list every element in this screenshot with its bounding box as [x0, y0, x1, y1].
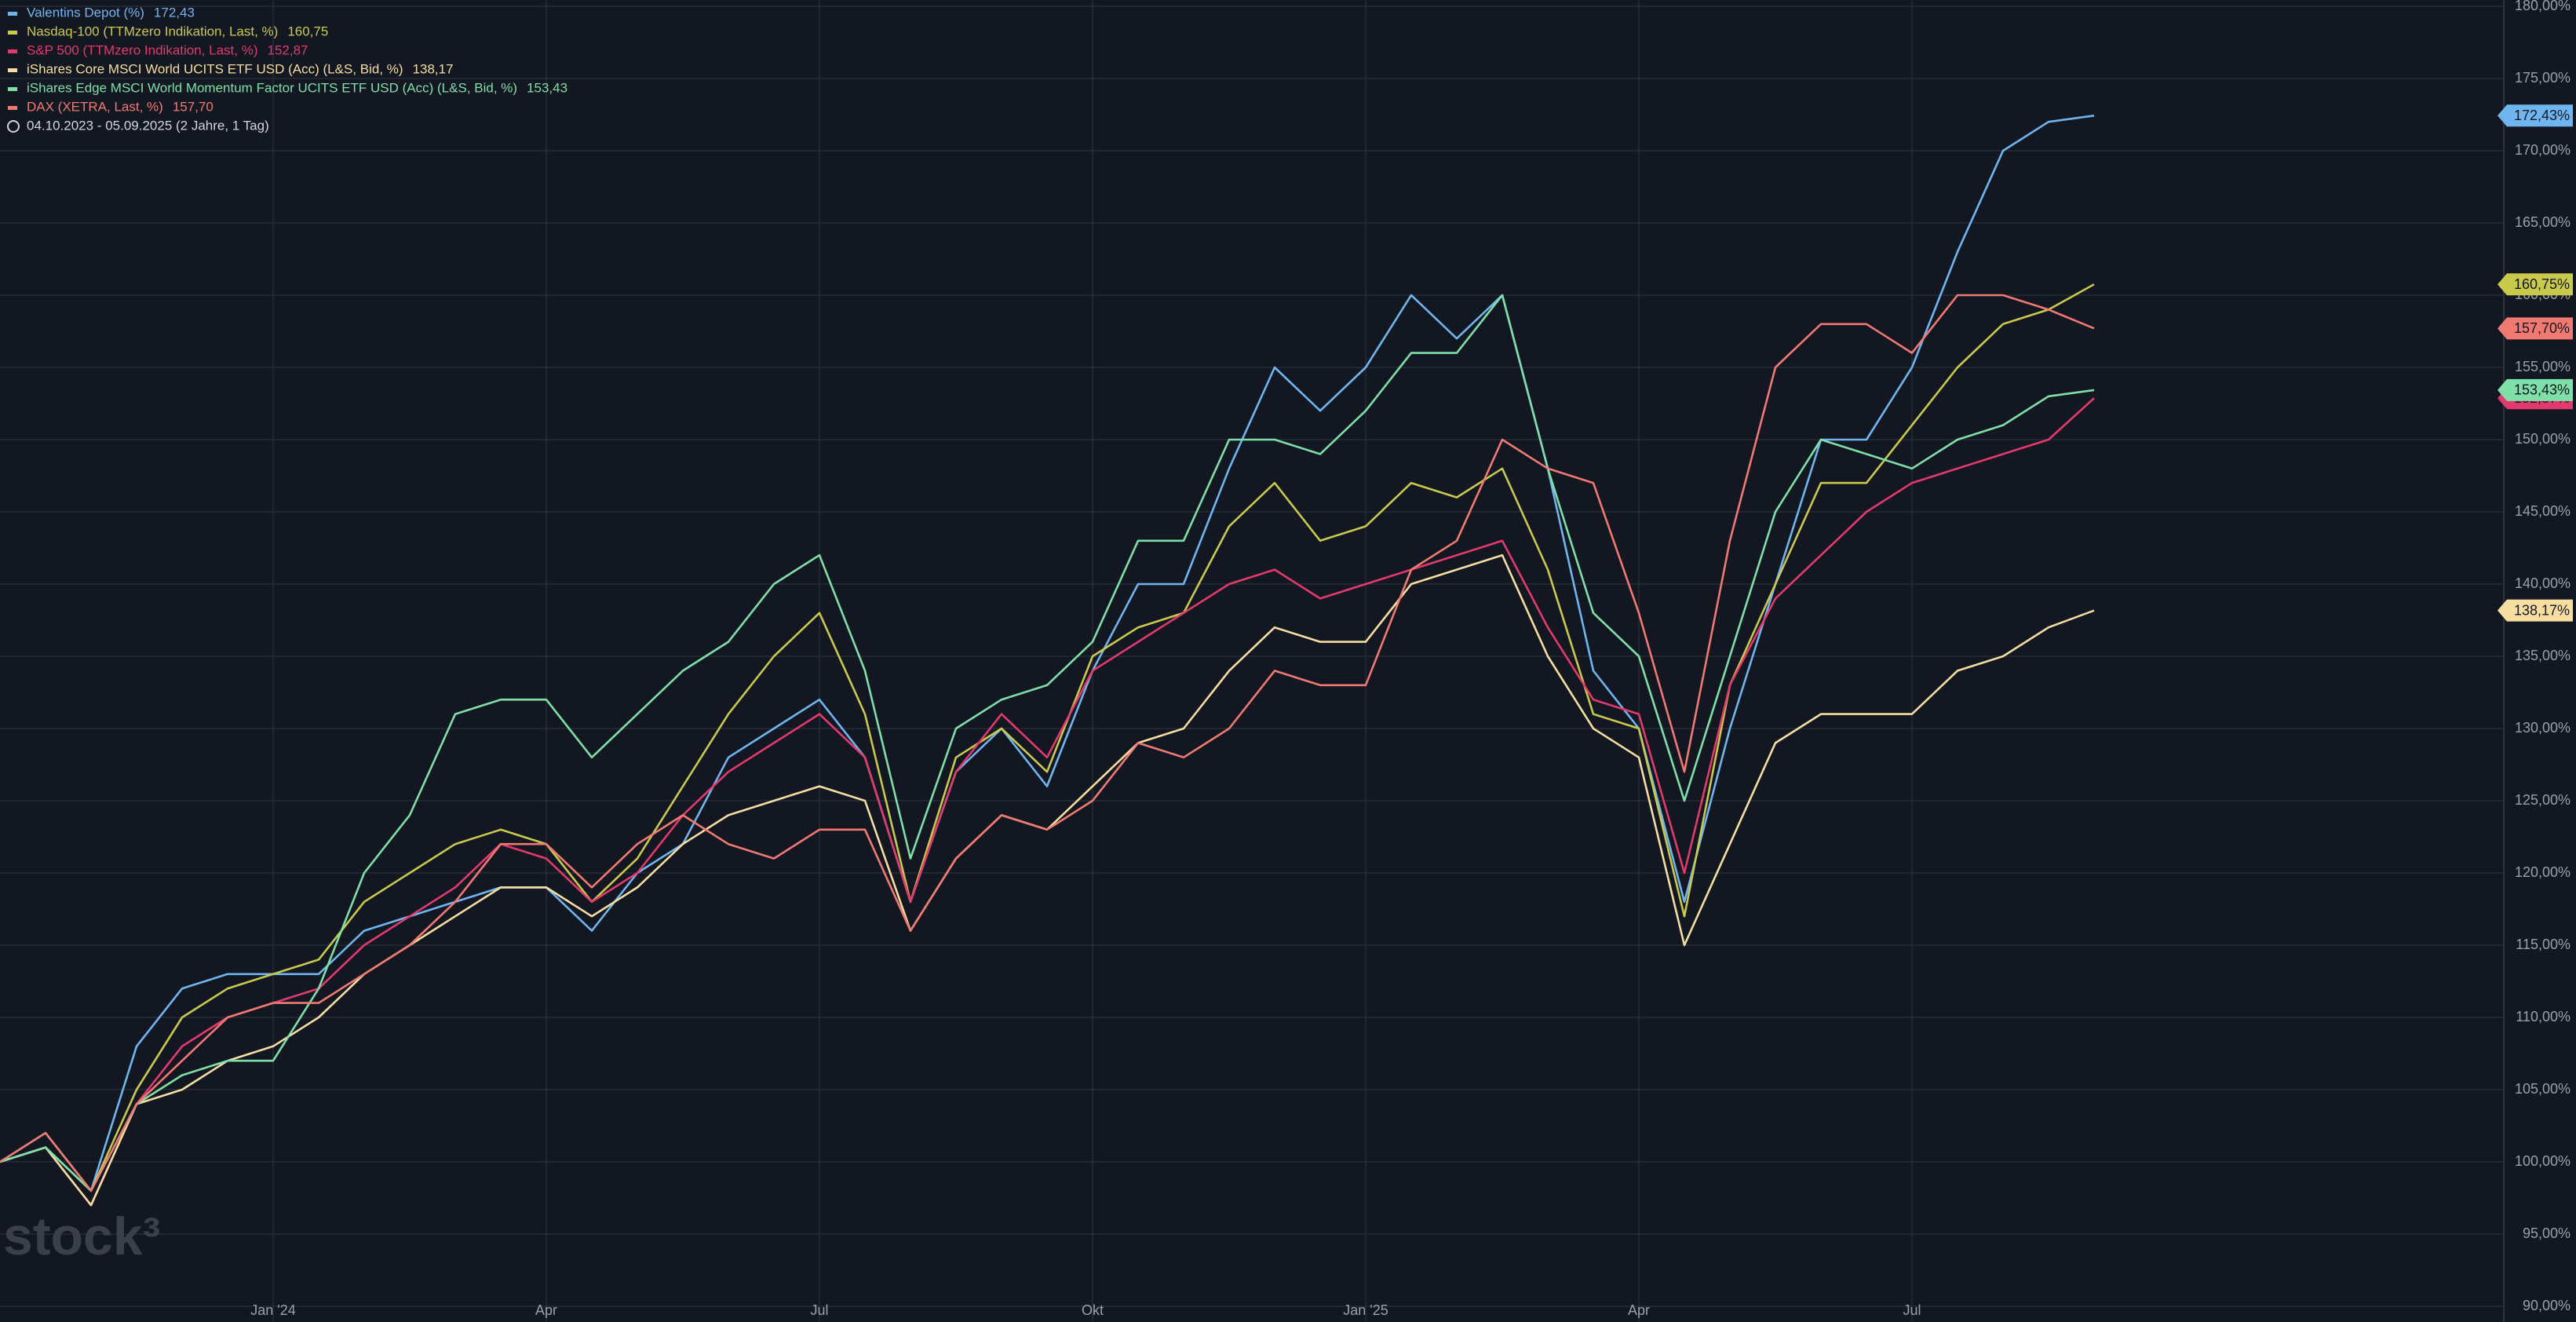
y-tick-label: 135,00%	[2515, 648, 2571, 663]
legend-value: 172,43	[154, 5, 195, 20]
x-tick-label: Okt	[1082, 1302, 1104, 1318]
legend-value: 138,17	[413, 61, 454, 76]
clock-icon	[7, 120, 20, 133]
value-tag-label: 138,17%	[2514, 602, 2570, 618]
value-tag	[2498, 273, 2573, 296]
value-tags: 172,43%160,75%152,87%138,17%153,43%157,7…	[2498, 104, 2573, 622]
value-tag	[2498, 378, 2573, 401]
value-tag-label: 157,70%	[2514, 320, 2570, 336]
x-tick-label: Jul	[810, 1302, 828, 1318]
series-line	[0, 397, 2095, 1207]
legend-label: Nasdaq-100 (TTMzero Indikation, Last, %)	[27, 24, 278, 38]
legend-label: Valentins Depot (%)	[27, 5, 144, 20]
legend-label: iShares Core MSCI World UCITS ETF USD (A…	[27, 61, 403, 76]
legend-label: iShares Edge MSCI World Momentum Factor …	[27, 80, 517, 95]
y-tick-label: 150,00%	[2515, 431, 2571, 447]
legend-value: 157,70	[173, 99, 213, 114]
y-tick-label: 105,00%	[2515, 1081, 2571, 1097]
y-tick-label: 180,00%	[2515, 0, 2571, 13]
value-tag-label: 153,43%	[2514, 382, 2570, 398]
legend-swatch	[8, 106, 17, 110]
legend: Valentins Depot (%) 172,43 Nasdaq-100 (TTM…	[8, 5, 567, 114]
legend-value: 160,75	[287, 24, 328, 38]
y-tick-label: 90,00%	[2523, 1298, 2571, 1313]
y-tick-label: 165,00%	[2515, 214, 2571, 230]
legend-swatch	[8, 87, 17, 91]
legend-swatch	[8, 12, 17, 16]
value-tag	[2498, 317, 2573, 340]
legend-value: 153,43	[527, 80, 567, 95]
legend-value: 152,87	[267, 42, 308, 57]
x-tick-label: Jul	[1903, 1302, 1921, 1318]
y-tick-label: 140,00%	[2515, 575, 2571, 591]
x-tick-label: Jan '25	[1343, 1302, 1388, 1318]
value-tag-label: 172,43%	[2514, 108, 2570, 123]
series-line	[0, 114, 2095, 1192]
value-tag	[2498, 104, 2573, 127]
y-tick-label: 95,00%	[2523, 1225, 2571, 1241]
value-tag	[2498, 599, 2573, 622]
y-tick-label: 145,00%	[2515, 503, 2571, 519]
date-range: 04.10.2023 - 05.09.2025 (2 Jahre, 1 Tag)	[27, 118, 269, 133]
y-tick-label: 130,00%	[2515, 720, 2571, 736]
legend-swatch	[8, 49, 17, 53]
y-tick-label: 175,00%	[2515, 70, 2571, 86]
watermark: stock³	[3, 1207, 160, 1266]
x-tick-label: Apr	[535, 1302, 557, 1318]
lines	[0, 114, 2095, 1207]
x-tick-label: Jan '24	[250, 1302, 295, 1318]
series-line	[0, 294, 2095, 1192]
y-tick-label: 100,00%	[2515, 1153, 2571, 1169]
legend-swatch	[8, 31, 17, 35]
y-tick-label: 125,00%	[2515, 792, 2571, 808]
y-tick-label: 110,00%	[2516, 1009, 2571, 1024]
series-line	[0, 294, 2095, 1192]
y-tick-label: 170,00%	[2515, 142, 2571, 158]
y-tick-label: 115,00%	[2516, 937, 2571, 952]
legend-label: DAX (XETRA, Last, %)	[27, 99, 163, 114]
y-tick-label: 155,00%	[2515, 359, 2571, 374]
legend-label: S&P 500 (TTMzero Indikation, Last, %)	[27, 42, 257, 57]
legend-swatch	[8, 68, 17, 72]
y-tick-label: 120,00%	[2515, 864, 2571, 880]
series-line	[0, 283, 2095, 1192]
value-tag-label: 160,75%	[2514, 276, 2570, 292]
x-tick-label: Apr	[1628, 1302, 1650, 1318]
